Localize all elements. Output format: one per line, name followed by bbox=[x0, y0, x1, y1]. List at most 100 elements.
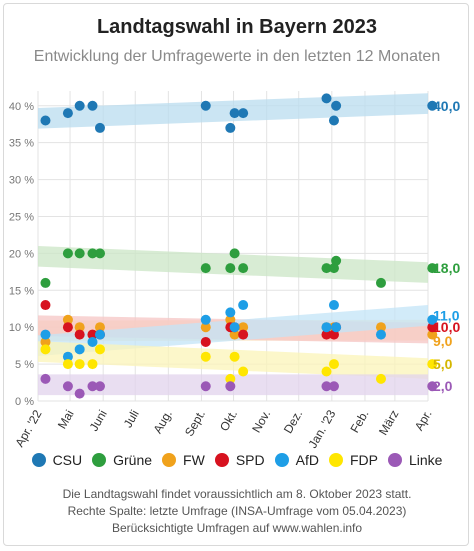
data-point-fdp bbox=[200, 351, 211, 362]
data-point-linke bbox=[225, 381, 236, 392]
data-point-fdp bbox=[225, 373, 236, 384]
data-point-fw bbox=[74, 322, 85, 333]
x-tick-label: Mai bbox=[55, 408, 77, 432]
data-point-fw bbox=[225, 314, 236, 325]
footer-line-1: Die Landtagswahl findet voraussichtlich … bbox=[62, 487, 412, 501]
latest-value-grüne: 18,0 bbox=[433, 260, 460, 276]
data-point-grüne bbox=[87, 248, 98, 259]
y-tick-label: 25 % bbox=[9, 211, 34, 223]
latest-value-linke: 2,0 bbox=[433, 378, 453, 394]
data-point-spd bbox=[427, 322, 438, 333]
data-point-fw bbox=[229, 329, 240, 340]
data-point-csu bbox=[238, 108, 249, 119]
latest-value-csu: 40,0 bbox=[433, 98, 460, 114]
data-point-fw bbox=[200, 322, 211, 333]
legend-item-grüne: Grüne bbox=[92, 452, 152, 468]
data-point-fdp bbox=[40, 344, 51, 355]
legend-item-linke: Linke bbox=[387, 452, 443, 468]
data-point-afd bbox=[40, 329, 51, 340]
y-tick-label: 20 % bbox=[9, 248, 34, 260]
chart-subtitle: Entwicklung der Umfragewerte in den letz… bbox=[33, 48, 441, 65]
data-point-spd bbox=[238, 329, 249, 340]
data-point-linke bbox=[328, 381, 339, 392]
legend-label: Grüne bbox=[113, 452, 153, 468]
data-point-linke bbox=[87, 381, 98, 392]
data-point-grüne bbox=[225, 263, 236, 274]
legend-item-fw: FW bbox=[162, 452, 205, 468]
x-tick-label: Dez. bbox=[281, 408, 305, 436]
legend-label: CSU bbox=[52, 452, 83, 468]
data-point-fdp bbox=[94, 344, 105, 355]
data-point-linke bbox=[427, 381, 438, 392]
data-point-spd bbox=[40, 300, 51, 311]
data-point-csu bbox=[87, 100, 98, 111]
data-point-csu bbox=[40, 115, 51, 126]
data-point-afd bbox=[94, 329, 105, 340]
data-point-linke bbox=[40, 373, 51, 384]
data-point-fdp bbox=[229, 351, 240, 362]
data-point-csu bbox=[328, 115, 339, 126]
data-point-afd bbox=[62, 351, 73, 362]
data-point-grüne bbox=[62, 248, 73, 259]
data-point-fdp bbox=[427, 359, 438, 370]
legend-dot bbox=[328, 453, 343, 467]
data-point-fdp bbox=[238, 366, 249, 377]
data-point-afd bbox=[321, 322, 332, 333]
data-point-afd bbox=[427, 314, 438, 325]
y-tick-label: 10 % bbox=[9, 322, 34, 334]
legend-dot bbox=[214, 453, 229, 467]
legend-dot bbox=[274, 453, 289, 467]
data-point-spd bbox=[321, 329, 332, 340]
legend-item-afd: AfD bbox=[274, 452, 319, 468]
data-point-grüne bbox=[74, 248, 85, 259]
legend-dot bbox=[162, 453, 177, 467]
legend-item-fdp: FDP bbox=[328, 452, 378, 468]
y-tick-label: 40 % bbox=[9, 101, 34, 113]
x-tick-label: Apr. '22 bbox=[12, 407, 44, 449]
data-point-afd bbox=[238, 300, 249, 311]
y-tick-label: 15 % bbox=[9, 285, 34, 297]
data-point-grüne bbox=[331, 255, 342, 266]
data-point-fw bbox=[62, 314, 73, 325]
legend: CSU Grüne FW SPD AfD FDP Linke bbox=[0, 452, 474, 468]
data-point-afd bbox=[87, 336, 98, 347]
legend-item-csu: CSU bbox=[31, 452, 83, 468]
footer: Die Landtagswahl findet voraussichtlich … bbox=[0, 486, 474, 537]
latest-value-afd: 11,0 bbox=[433, 307, 460, 323]
data-point-csu bbox=[200, 100, 211, 111]
chart-title: Landtagswahl in Bayern 2023 bbox=[96, 16, 378, 38]
legend-dot bbox=[31, 453, 46, 467]
data-point-fdp bbox=[74, 359, 85, 370]
latest-value-spd: 10,0 bbox=[433, 319, 460, 335]
data-point-spd bbox=[62, 322, 73, 333]
x-tick-label: Juni bbox=[87, 408, 110, 434]
x-tick-label: Juli bbox=[121, 408, 142, 431]
chart-frame bbox=[3, 3, 469, 546]
data-point-csu bbox=[225, 122, 236, 133]
data-point-fw bbox=[238, 322, 249, 333]
data-point-grüne bbox=[238, 263, 249, 274]
legend-label: AfD bbox=[295, 452, 319, 468]
x-tick-label: Okt. bbox=[217, 408, 240, 434]
data-point-afd bbox=[225, 307, 236, 318]
data-point-linke bbox=[74, 388, 85, 399]
data-point-linke bbox=[321, 381, 332, 392]
y-tick-label: 5 % bbox=[15, 359, 34, 371]
data-point-grüne bbox=[229, 248, 240, 259]
data-point-afd bbox=[328, 300, 339, 311]
data-point-csu bbox=[427, 100, 438, 111]
data-point-csu bbox=[94, 122, 105, 133]
data-point-fw bbox=[94, 322, 105, 333]
legend-label: FW bbox=[183, 452, 205, 468]
data-point-spd bbox=[87, 329, 98, 340]
legend-label: Linke bbox=[408, 452, 443, 468]
y-tick-label: 30 % bbox=[9, 175, 34, 187]
x-tick-label: März bbox=[376, 408, 401, 438]
data-point-fdp bbox=[328, 359, 339, 370]
data-point-afd bbox=[331, 322, 342, 333]
data-point-afd bbox=[200, 314, 211, 325]
data-point-fdp bbox=[375, 373, 386, 384]
data-point-fw bbox=[40, 336, 51, 347]
x-tick-label: Apr. bbox=[412, 408, 435, 433]
latest-value-fw: 9,0 bbox=[433, 333, 453, 349]
